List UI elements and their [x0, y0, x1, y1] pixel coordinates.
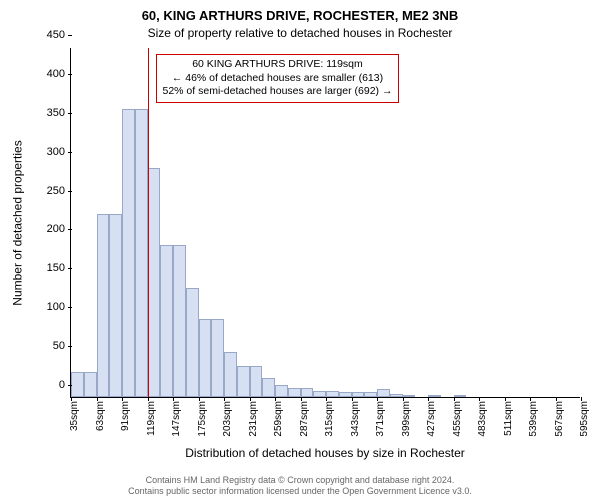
x-axis-label: Distribution of detached houses by size … — [70, 446, 580, 460]
histogram-bar — [224, 352, 237, 397]
property-size-chart: 60, KING ARTHURS DRIVE, ROCHESTER, ME2 3… — [0, 0, 600, 500]
marker-line — [148, 48, 149, 397]
y-tick: 50 — [31, 340, 71, 352]
annotation-box: 60 KING ARTHURS DRIVE: 119sqm← 46% of de… — [156, 54, 400, 103]
x-tick-label: 595sqm — [579, 397, 590, 437]
histogram-bar — [275, 385, 288, 397]
x-tick-label: 231sqm — [248, 397, 259, 437]
x-tick-label: 567sqm — [554, 397, 565, 437]
chart-footer: Contains HM Land Registry data © Crown c… — [0, 475, 600, 497]
histogram-bar — [288, 388, 301, 397]
x-tick-label: 175sqm — [197, 397, 208, 437]
footer-line2: Contains public sector information licen… — [0, 486, 600, 497]
x-tick-label: 147sqm — [171, 397, 182, 437]
x-tick-label: 399sqm — [401, 397, 412, 437]
x-tick-label: 259sqm — [273, 397, 284, 437]
plot-area: 05010015020025030035040045035sqm63sqm91s… — [70, 48, 580, 398]
y-tick: 200 — [31, 223, 71, 235]
chart-title-sub: Size of property relative to detached ho… — [0, 26, 600, 40]
annotation-line3: 52% of semi-detached houses are larger (… — [163, 85, 393, 99]
histogram-bar — [199, 319, 212, 397]
histogram-bar — [211, 319, 224, 397]
histogram-bar — [135, 109, 148, 397]
y-tick: 0 — [31, 379, 71, 391]
x-tick-label: 371sqm — [375, 397, 386, 437]
chart-title-main: 60, KING ARTHURS DRIVE, ROCHESTER, ME2 3… — [0, 8, 600, 23]
x-tick-label: 483sqm — [477, 397, 488, 437]
x-tick-label: 343sqm — [350, 397, 361, 437]
y-tick: 100 — [31, 301, 71, 313]
histogram-bar — [109, 214, 122, 397]
annotation-line2: ← 46% of detached houses are smaller (61… — [163, 72, 393, 86]
y-tick: 250 — [31, 185, 71, 197]
histogram-bar — [377, 389, 390, 397]
y-axis-label: Number of detached properties — [10, 48, 26, 398]
y-tick: 450 — [31, 29, 71, 41]
y-tick: 150 — [31, 262, 71, 274]
annotation-line1: 60 KING ARTHURS DRIVE: 119sqm — [163, 58, 393, 72]
histogram-bar — [237, 366, 250, 397]
histogram-bar — [148, 168, 161, 397]
footer-line1: Contains HM Land Registry data © Crown c… — [0, 475, 600, 486]
x-tick-label: 427sqm — [426, 397, 437, 437]
histogram-bar — [301, 388, 314, 397]
histogram-bar — [122, 109, 135, 397]
x-tick-label: 63sqm — [95, 397, 106, 431]
x-tick-label: 287sqm — [299, 397, 310, 437]
y-tick: 400 — [31, 68, 71, 80]
histogram-bar — [173, 245, 186, 397]
x-tick-label: 315sqm — [324, 397, 335, 437]
x-tick-label: 539sqm — [528, 397, 539, 437]
histogram-bar — [160, 245, 173, 397]
histogram-bar — [97, 214, 110, 397]
histogram-bar — [84, 372, 97, 397]
y-tick: 350 — [31, 107, 71, 119]
x-tick-label: 203sqm — [222, 397, 233, 437]
x-tick-label: 455sqm — [452, 397, 463, 437]
histogram-bar — [71, 372, 84, 397]
x-tick-label: 119sqm — [146, 397, 157, 436]
histogram-bar — [250, 366, 263, 397]
histogram-bar — [262, 378, 275, 397]
x-tick-label: 91sqm — [120, 397, 131, 431]
y-tick: 300 — [31, 146, 71, 158]
x-tick-label: 35sqm — [69, 397, 80, 431]
x-tick-label: 511sqm — [503, 397, 514, 436]
histogram-bar — [186, 288, 199, 397]
